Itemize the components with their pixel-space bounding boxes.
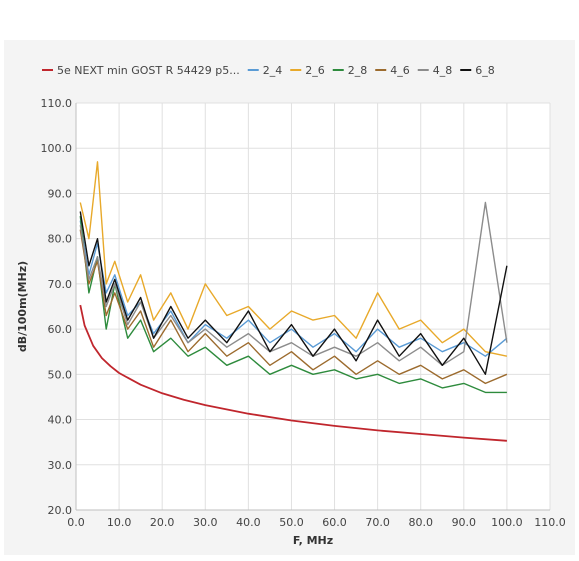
plot-area xyxy=(76,103,550,510)
legend-item-label: 4_8 xyxy=(433,64,453,77)
y-tick-label: 100.0 xyxy=(41,142,73,155)
x-tick-label: 30.0 xyxy=(193,516,218,529)
y-tick-label: 40.0 xyxy=(48,414,73,427)
legend-item-label: 2_4 xyxy=(263,64,283,77)
legend-item-label: 2_8 xyxy=(348,64,368,77)
x-tick-label: 90.0 xyxy=(452,516,477,529)
y-tick-label: 50.0 xyxy=(48,368,73,381)
x-tick-label: 100.0 xyxy=(491,516,523,529)
series-line-2-6 xyxy=(79,161,508,357)
series-line-4-6 xyxy=(79,229,508,385)
x-tick-label: 10.0 xyxy=(107,516,132,529)
x-tick-label: 0.0 xyxy=(67,516,85,529)
chart-panel: 5e NEXT min GOST R 54429 p5... 2_4 2_6 2_8 4… xyxy=(4,40,575,555)
line-chart: 5e NEXT min GOST R 54429 p5... 2_4 2_6 2_8 4… xyxy=(16,64,566,547)
x-tick-label: 110.0 xyxy=(534,516,566,529)
y-tick-label: 80.0 xyxy=(48,233,73,246)
x-tick-label: 60.0 xyxy=(322,516,347,529)
chart-axes: 0.0 10.0 20.0 30.0 40.0 50.0 60.0 70.0 80.0 90.0 1… xyxy=(41,97,566,529)
legend-item-label: 6_8 xyxy=(475,64,495,77)
y-tick-label: 30.0 xyxy=(48,459,73,472)
series-line-4-8 xyxy=(79,201,508,366)
x-tick-label: 80.0 xyxy=(408,516,433,529)
x-tick-label: 20.0 xyxy=(150,516,175,529)
y-tick-label: 20.0 xyxy=(48,504,73,517)
legend-item-label: 5e NEXT min GOST R 54429 p5... xyxy=(57,64,240,77)
x-tick-label: 50.0 xyxy=(279,516,304,529)
y-axis-title: dB/100m(MHz) xyxy=(16,261,29,352)
chart-grid xyxy=(75,102,551,511)
y-tick-label: 60.0 xyxy=(48,323,73,336)
legend-item-label: 4_6 xyxy=(390,64,410,77)
chart-series-layer xyxy=(79,161,508,442)
legend-item-label: 2_6 xyxy=(305,64,325,77)
y-tick-label: 110.0 xyxy=(41,97,73,110)
series-line-6-8 xyxy=(79,211,508,375)
x-axis-title: F, MHz xyxy=(293,534,333,547)
x-tick-label: 40.0 xyxy=(236,516,261,529)
chart-legend: 5e NEXT min GOST R 54429 p5... 2_4 2_6 2_8 4… xyxy=(42,64,495,77)
x-tick-label: 70.0 xyxy=(365,516,390,529)
series-line-5e-next-min-gost-r-54429-p5- xyxy=(79,304,507,442)
series-line-2-4 xyxy=(79,220,508,357)
y-tick-label: 70.0 xyxy=(48,278,73,291)
y-tick-label: 90.0 xyxy=(48,187,73,200)
